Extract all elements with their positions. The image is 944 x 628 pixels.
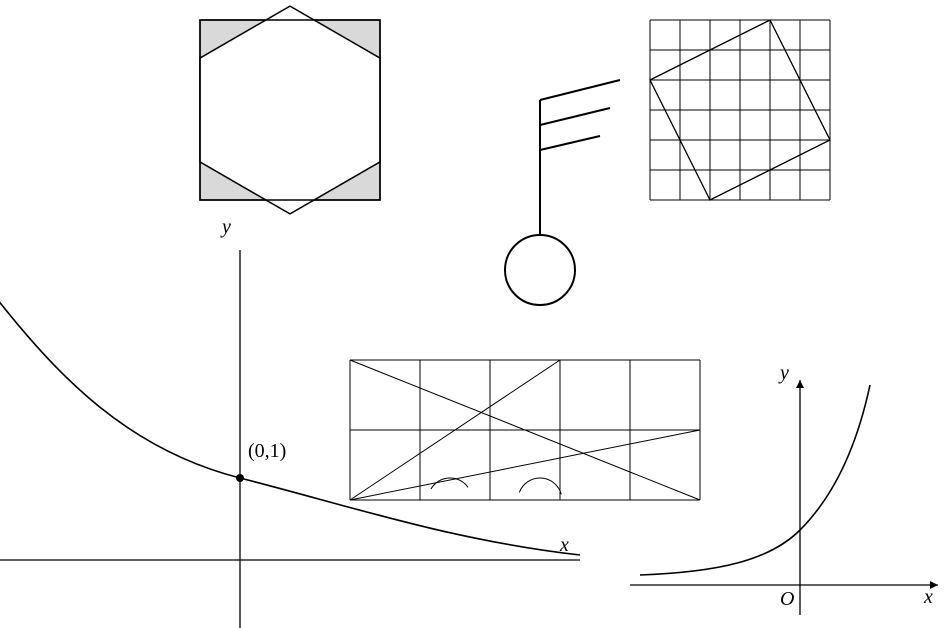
growth-x-label: x [924, 586, 933, 609]
hexagon-y-label: y [222, 216, 231, 239]
growth-origin-label: O [780, 588, 794, 611]
decay-x-label: x [560, 534, 569, 557]
decay-point-label: (0,1) [248, 440, 286, 463]
growth-curve-plot [0, 0, 944, 628]
growth-y-label: y [780, 362, 789, 385]
